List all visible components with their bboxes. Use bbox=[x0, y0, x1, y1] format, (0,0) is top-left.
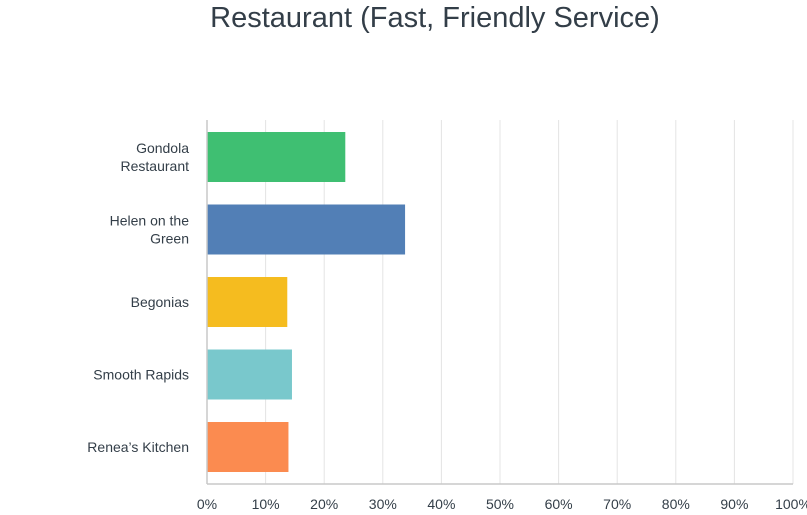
x-tick-label: 90% bbox=[720, 496, 748, 512]
x-tick-label: 50% bbox=[486, 496, 514, 512]
x-tick-label: 0% bbox=[197, 496, 217, 512]
x-tick-label: 60% bbox=[545, 496, 573, 512]
category-label-line: Smooth Rapids bbox=[93, 367, 189, 383]
x-tick-label: 100% bbox=[775, 496, 807, 512]
category-label: Begonias bbox=[131, 294, 189, 310]
category-label-line: Helen on the bbox=[110, 213, 190, 229]
bar bbox=[207, 204, 406, 255]
category-label-line: Gondola bbox=[136, 140, 189, 156]
x-tick-label: 70% bbox=[603, 496, 631, 512]
category-label-line: Renea’s Kitchen bbox=[87, 439, 189, 455]
category-label-line: Green bbox=[150, 231, 189, 247]
bar bbox=[207, 277, 288, 327]
category-label-line: Begonias bbox=[131, 294, 189, 310]
category-label: Gondola Restaurant bbox=[121, 140, 190, 174]
bar bbox=[207, 349, 292, 400]
chart-title: Restaurant (Fast, Friendly Service) bbox=[210, 2, 660, 34]
x-tick-label: 40% bbox=[427, 496, 455, 512]
category-label: Helen on the Green bbox=[110, 213, 190, 247]
bar bbox=[207, 132, 346, 182]
bar bbox=[207, 422, 289, 472]
x-tick-label: 10% bbox=[252, 496, 280, 512]
category-label: Smooth Rapids bbox=[93, 367, 189, 383]
category-label-line: Restaurant bbox=[121, 158, 190, 174]
x-tick-label: 30% bbox=[369, 496, 397, 512]
x-tick-label: 80% bbox=[662, 496, 690, 512]
x-tick-label: 20% bbox=[310, 496, 338, 512]
category-label: Renea’s Kitchen bbox=[87, 439, 189, 455]
